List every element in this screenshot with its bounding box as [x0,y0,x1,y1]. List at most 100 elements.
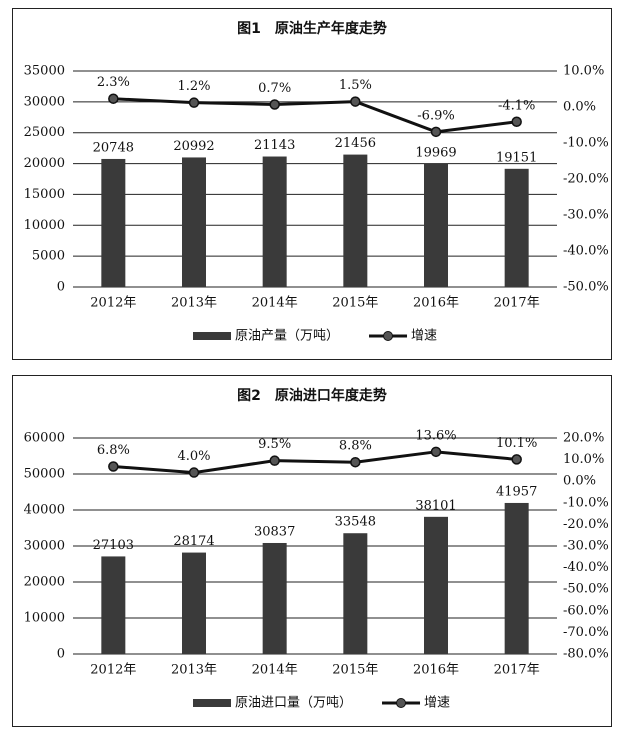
y2-tick-label: 20.0% [563,431,604,446]
legend-swatch [383,331,394,341]
y-tick-label: 30000 [24,539,65,554]
y2-tick-label: 10.0% [563,64,604,79]
bar [262,542,287,654]
x-tick-label: 2016年 [413,663,459,678]
legend-swatch [396,698,407,708]
data-label: 33548 [335,515,376,530]
y2-tick-label: -70.0% [563,625,609,640]
y2-tick-label: -20.0% [563,517,609,532]
data-label: 0.7% [258,81,291,96]
data-label: 20748 [93,140,134,155]
chart-title: 图1 原油生产年度走势 [237,20,387,37]
y2-tick-label: -60.0% [563,603,609,618]
chart-panel: 图2 原油进口年度走势 0 10000 20000 30000 40000 50000 600… [12,375,612,727]
y2-tick-label: 10.0% [563,452,604,467]
y-tick-label: 5000 [32,249,65,264]
y2-tick-label: -10.0% [563,136,609,151]
bar [182,552,206,654]
y-tick-label: 20000 [24,156,65,171]
bar [182,157,206,287]
y2-tick-label: -50.0% [563,582,609,597]
data-label: 19969 [415,145,456,160]
bar [504,168,529,287]
data-label: 2.3% [97,75,130,90]
y-tick-label: 40000 [24,503,65,518]
y-tick-label: 10000 [24,611,65,626]
y-tick-label: 0 [57,647,65,662]
data-label: 10.1% [496,436,537,451]
bar [504,502,529,654]
bar [101,556,126,654]
legend-label: 增速 [411,329,437,344]
legend-label: 增速 [424,696,450,711]
chart: 图1 原油生产年度走势 0 5000 10000 15000 20000 25000 3000… [24,20,609,344]
chart: 图2 原油进口年度走势 0 10000 20000 30000 40000 50000 600… [24,387,609,711]
bar [343,533,368,654]
x-tick-label: 2015年 [332,296,378,311]
line [113,450,517,475]
line-marker [430,446,442,458]
y-tick-label: 20000 [24,575,65,590]
line-marker [430,126,442,138]
line-marker [269,455,280,466]
data-label: 6.8% [97,443,130,458]
line-marker [269,99,280,110]
y2-tick-label: -80.0% [563,647,609,662]
y-tick-label: 60000 [24,431,65,446]
data-label: 9.5% [258,437,291,452]
data-label: -6.9% [417,108,454,123]
y2-tick-label: -30.0% [563,539,609,554]
y-tick-label: 10000 [24,218,65,233]
y2-tick-label: -30.0% [563,208,609,223]
x-tick-label: 2014年 [252,296,298,311]
bar [262,156,287,287]
x-tick-label: 2015年 [332,663,378,678]
data-label: 21456 [335,136,376,151]
data-label: 1.5% [339,78,372,93]
line-marker [350,456,361,468]
line-marker [188,467,200,478]
data-label: 28174 [173,534,214,549]
line [113,97,517,134]
data-label: 8.8% [339,439,372,454]
data-label: 38101 [415,498,456,513]
bar [424,163,448,287]
x-tick-label: 2016年 [413,296,459,311]
x-tick-label: 2017年 [494,663,540,678]
legend-label: 原油进口量（万吨） [235,696,352,711]
y-tick-label: 15000 [24,187,65,202]
y2-tick-label: -40.0% [563,244,609,259]
data-label: -4.1% [498,98,535,113]
line-marker [188,97,200,108]
y-tick-label: 35000 [24,64,65,79]
line-marker [511,454,522,465]
data-label: 30837 [254,524,295,539]
y2-tick-label: -10.0% [563,495,609,510]
y2-tick-label: 0.0% [563,474,596,489]
data-label: 21143 [254,138,295,153]
data-label: 41957 [496,484,537,499]
data-label: 13.6% [415,428,456,443]
bar [343,154,368,287]
y2-tick-label: -40.0% [563,560,609,575]
bar [101,158,126,287]
y2-tick-label: -20.0% [563,172,609,187]
data-label: 19151 [496,150,537,165]
x-tick-label: 2012年 [90,663,136,678]
x-tick-label: 2017年 [494,296,540,311]
data-label: 1.2% [177,79,210,94]
legend-swatch [193,332,231,340]
line-marker [350,96,361,107]
chart-panel: 图1 原油生产年度走势 0 5000 10000 15000 20000 25000 3000… [12,8,612,360]
x-tick-label: 2013年 [171,296,217,311]
y2-tick-label: -50.0% [563,280,609,295]
x-tick-label: 2014年 [252,663,298,678]
y-tick-label: 50000 [24,467,65,482]
line-marker [511,116,522,128]
line-marker [108,93,119,104]
y2-tick-label: 0.0% [563,100,596,115]
data-label: 20992 [173,139,214,154]
legend-label: 原油产量（万吨） [235,329,339,344]
chart-title: 图2 原油进口年度走势 [237,387,387,404]
